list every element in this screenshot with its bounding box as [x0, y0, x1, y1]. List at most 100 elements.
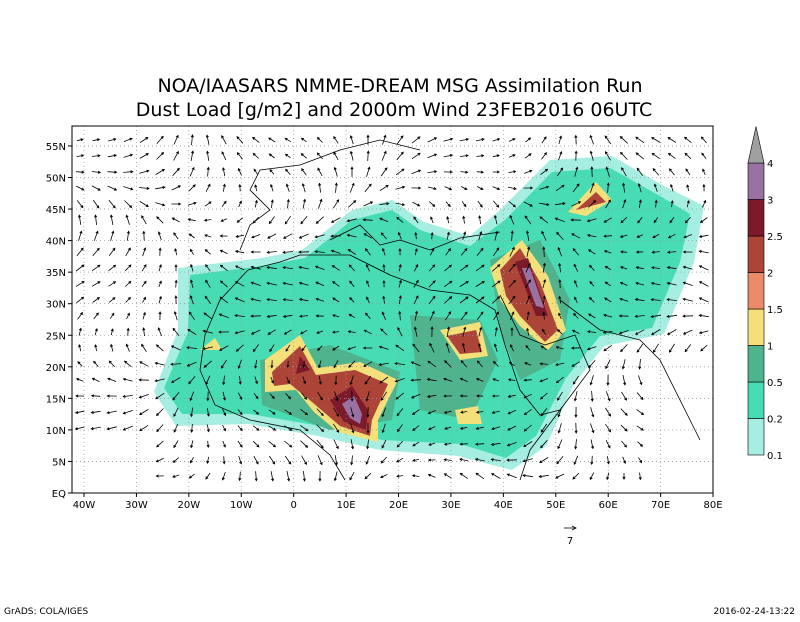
wind-arrow [412, 137, 420, 143]
wind-arrow [638, 376, 642, 385]
lat-tick-label: EQ [52, 489, 66, 500]
wind-arrow [107, 171, 116, 173]
wind-arrow [220, 235, 227, 237]
wind-arrow [575, 407, 577, 417]
wind-arrow [526, 138, 531, 142]
wind-arrow [127, 231, 129, 240]
wind-arrow [77, 200, 83, 207]
wind-arrow [172, 218, 179, 222]
colorbar-label: 0.2 [767, 415, 783, 426]
wind-arrow [239, 472, 241, 481]
wind-arrow [125, 282, 131, 287]
wind-arrow [238, 441, 242, 447]
wind-arrow [155, 203, 164, 206]
wind-arrow [381, 457, 386, 463]
wind-arrow [317, 138, 322, 143]
wind-arrow [460, 473, 467, 478]
wind-arrow [158, 328, 162, 336]
wind-arrow [93, 298, 100, 303]
wind-arrow [639, 359, 641, 369]
wind-reference: 7 [564, 526, 576, 547]
wind-arrow [79, 345, 81, 351]
lat-tick-label: 45N [46, 205, 66, 216]
wind-arrow [191, 440, 193, 447]
wind-arrow [591, 440, 594, 449]
wind-arrow [124, 138, 132, 142]
wind-arrow [191, 151, 194, 161]
wind-arrow [221, 219, 227, 222]
wind-arrow [591, 391, 593, 401]
wind-arrow [207, 151, 209, 160]
wind-arrow [110, 313, 114, 318]
wind-arrow [206, 184, 210, 191]
wind-arrow [285, 216, 290, 224]
wind-arrow [142, 297, 145, 302]
wind-arrow [92, 265, 100, 271]
wind-arrow [172, 203, 181, 205]
wind-arrow [397, 136, 403, 144]
wind-arrow [479, 216, 481, 224]
wind-arrow [155, 186, 165, 188]
wind-arrow [205, 250, 210, 255]
wind-arrow [621, 409, 627, 416]
wind-arrow [637, 409, 644, 414]
wind-arrow [639, 473, 641, 480]
wind-arrow [700, 331, 709, 334]
wind-arrow [109, 200, 115, 208]
wind-arrow [351, 455, 353, 464]
wind-arrow [428, 187, 436, 190]
wind-arrow [76, 171, 84, 173]
wind-arrow [237, 137, 243, 144]
wind-arrow [396, 169, 404, 175]
wind-arrow [351, 167, 353, 177]
wind-arrow [124, 378, 133, 381]
wind-arrow [477, 171, 483, 173]
wind-arrow [460, 138, 469, 141]
wind-arrow [223, 441, 226, 447]
wind-arrow [270, 185, 273, 192]
wind-arrow [447, 217, 449, 223]
wind-arrow [77, 378, 84, 381]
wind-arrow [139, 394, 148, 398]
wind-arrow [460, 171, 467, 173]
wind-arrow [108, 186, 117, 190]
wind-arrow [700, 282, 709, 287]
wind-arrow [463, 216, 465, 223]
wind-arrow [236, 250, 245, 252]
colorbar-label: 2.5 [767, 232, 783, 243]
wind-arrow [77, 297, 84, 303]
wind-arrow [206, 473, 210, 479]
wind-arrow [446, 202, 450, 207]
wind-arrow [699, 314, 709, 316]
wind-arrow [237, 153, 242, 160]
colorbar-band [748, 419, 764, 456]
wind-arrow [270, 170, 274, 175]
wind-arrow [575, 136, 577, 145]
wind-arrow [428, 154, 437, 158]
wind-arrow [444, 154, 453, 157]
wind-arrow [492, 474, 501, 479]
wind-arrow [140, 154, 148, 159]
wind-arrow [702, 201, 705, 208]
wind-arrow [109, 265, 116, 271]
wind-arrow [428, 171, 437, 173]
wind-arrow [429, 202, 435, 207]
wind-arrow [590, 136, 594, 145]
wind-arrow [350, 152, 353, 161]
lon-tick-label: 40W [73, 500, 96, 511]
wind-arrow [478, 201, 482, 207]
wind-arrow [335, 455, 337, 465]
wind-arrow [255, 201, 257, 208]
wind-arrow [78, 362, 82, 367]
wind-arrow [460, 458, 468, 461]
wind-arrow [92, 282, 100, 287]
wind-arrow [92, 171, 100, 173]
wind-arrow [222, 472, 225, 480]
wind-arrow [123, 171, 133, 173]
wind-arrow [365, 473, 371, 478]
wind-arrow [285, 138, 291, 141]
wind-arrow [462, 201, 466, 206]
colorbar-label: 4 [767, 159, 773, 170]
wind-arrow [223, 425, 226, 431]
